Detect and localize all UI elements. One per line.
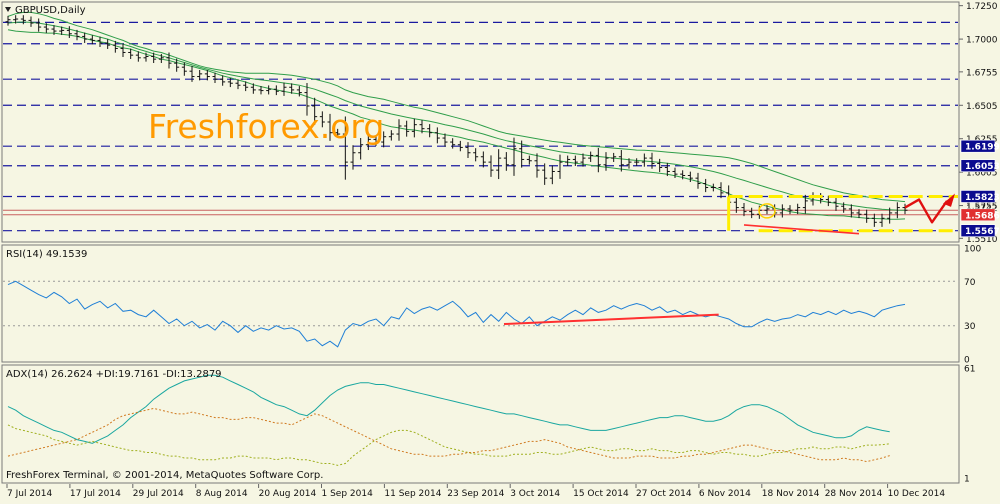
bollinger-upper-line <box>7 11 906 203</box>
rsi-panel-frame <box>1 244 960 363</box>
rsi-trendline <box>503 313 719 326</box>
time-tick-label: 11 Sep 2014 <box>384 489 441 499</box>
price-level-box <box>960 190 996 203</box>
price-tick-label: 1.5755 <box>966 202 998 212</box>
rsi-tick-label: 30 <box>964 322 976 332</box>
bollinger-bands <box>7 11 906 220</box>
time-tick-label: 29 Jul 2014 <box>133 489 184 499</box>
bollinger-middle-line <box>7 21 906 211</box>
rsi-line <box>7 280 906 348</box>
forecast-arrowhead <box>943 193 955 207</box>
adx-tick-label: 61 <box>964 365 975 375</box>
price-level-label: 1.6053 <box>965 162 1000 172</box>
price-tick-label: 1.5510 <box>966 235 998 245</box>
price-level-box <box>960 159 996 173</box>
symbol-header[interactable]: GBPUSD,Daily <box>5 5 86 16</box>
time-tick-label: 8 Aug 2014 <box>196 489 248 499</box>
time-tick-label: 15 Oct 2014 <box>573 489 629 499</box>
price-level-box <box>960 139 996 153</box>
rsi-tick-label: 100 <box>964 245 981 255</box>
price-axis: 1.72501.70001.67551.65051.62551.60051.57… <box>959 2 1000 245</box>
time-tick-label: 6 Nov 2014 <box>699 489 751 499</box>
highlight-circle <box>758 203 776 219</box>
rsi-panel: 100 70 30 0 <box>3 245 981 366</box>
price-level-label: 1.6199 <box>965 143 1000 153</box>
bollinger-lower-line <box>7 29 906 220</box>
price-panel-frame <box>1 1 960 243</box>
triangle-down-icon[interactable] <box>5 7 11 12</box>
di-plus-line <box>7 424 890 466</box>
price-tick-label: 1.7250 <box>966 2 998 12</box>
rsi-tick-label: 70 <box>964 278 976 288</box>
price-level-label: 1.5686 <box>965 211 1000 221</box>
time-tick-label: 23 Sep 2014 <box>447 489 504 499</box>
adx-panel: 61 1 <box>7 365 975 485</box>
analysis-overlay <box>727 193 958 235</box>
time-tick-label: 18 Nov 2014 <box>762 489 820 499</box>
time-axis: 7 Jul 2014 17 Jul 2014 29 Jul 2014 8 Aug 20… <box>6 484 946 499</box>
time-tick-label: 20 Aug 2014 <box>259 489 317 499</box>
time-tick-label: 27 Oct 2014 <box>636 489 692 499</box>
price-level-label: 1.5567 <box>965 227 1000 237</box>
forecast-arrow <box>904 198 948 224</box>
adx-title: ADX(14) 26.2624 +DI:19.7161 -DI:13.2879 <box>6 369 222 380</box>
watermark: Freshforex.org <box>148 107 384 146</box>
time-tick-label: 3 Oct 2014 <box>510 489 560 499</box>
price-level-lines <box>3 21 958 232</box>
time-tick-label: 17 Jul 2014 <box>70 489 121 499</box>
price-trendline <box>743 224 860 235</box>
copyright-footer: FreshForex Terminal, © 2001-2014, MetaQu… <box>6 470 323 481</box>
price-bars <box>5 15 908 227</box>
price-level-box <box>960 208 996 222</box>
price-level-label: 1.5823 <box>965 193 1000 203</box>
time-tick-label: 10 Dec 2014 <box>888 489 946 499</box>
price-level-box <box>960 224 996 238</box>
price-tick-label: 1.6755 <box>966 68 998 78</box>
adx-line <box>7 374 890 444</box>
time-tick-label: 7 Jul 2014 <box>7 489 52 499</box>
time-tick-label: 28 Nov 2014 <box>825 489 883 499</box>
adx-tick-label: 1 <box>964 475 970 485</box>
symbol-label: GBPUSD,Daily <box>15 5 86 16</box>
adx-panel-frame <box>1 364 960 484</box>
rsi-title: RSI(14) 49.1539 <box>6 249 87 260</box>
price-tick-label: 1.6505 <box>966 102 998 112</box>
price-tick-label: 1.6005 <box>966 169 998 179</box>
price-tick-label: 1.7000 <box>966 36 998 46</box>
time-tick-label: 1 Sep 2014 <box>322 489 374 499</box>
rsi-tick-label: 0 <box>964 356 970 366</box>
